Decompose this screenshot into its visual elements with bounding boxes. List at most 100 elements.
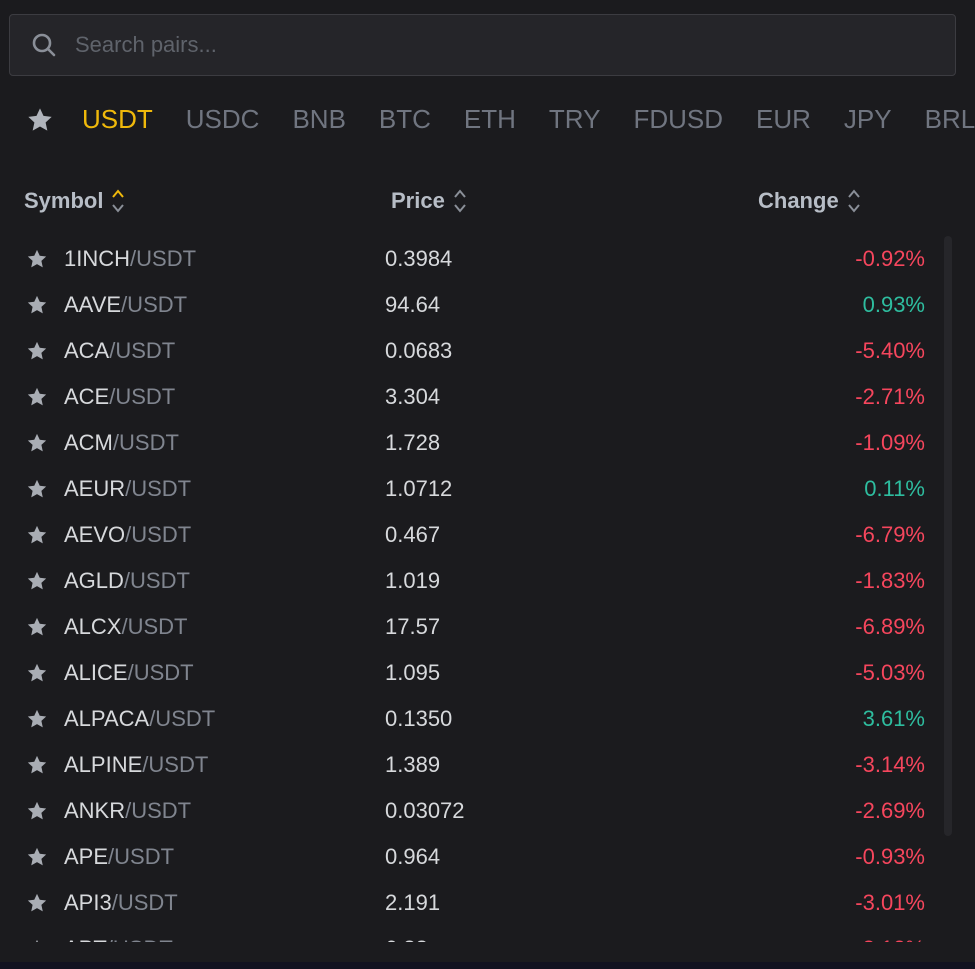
quote-asset: /USDT [121,614,188,639]
favorite-star-icon[interactable] [26,662,48,690]
favorite-star-icon[interactable] [26,248,48,276]
price-value: 1.019 [385,568,441,593]
pair-symbol: 1INCH/USDT [64,246,196,272]
change-header-label: Change [758,188,839,213]
table-row[interactable]: AEUR/USDT 1.0712 0.11% [0,466,940,512]
base-asset: ALPINE [64,752,143,777]
quote-asset: /USDT [109,338,176,363]
pair-symbol: ACE/USDT [64,384,175,410]
favorite-star-icon[interactable] [26,938,48,942]
price-value: 3.304 [385,384,441,409]
pair-symbol: API3/USDT [64,890,178,916]
quote-asset: /USDT [125,522,192,547]
price-column-header[interactable]: Price [391,188,467,214]
favorite-star-icon[interactable] [26,432,48,460]
change-value: -5.03% [855,660,925,685]
table-row[interactable]: ALPINE/USDT 1.389 -3.14% [0,742,940,788]
change-value: -5.40% [855,338,925,363]
table-row[interactable]: ALPACA/USDT 0.1350 3.61% [0,696,940,742]
tab-usdc[interactable]: USDC [185,104,260,134]
change-value: -6.89% [855,614,925,639]
price-value: 1.095 [385,660,441,685]
favorite-star-icon[interactable] [26,386,48,414]
pair-symbol: AAVE/USDT [64,292,187,318]
change-value: -2.69% [855,798,925,823]
table-row[interactable]: ANKR/USDT 0.03072 -2.69% [0,788,940,834]
search-input[interactable] [73,31,877,59]
tab-fdusd[interactable]: FDUSD [633,104,724,134]
favorite-star-icon[interactable] [26,800,48,828]
quote-asset: /USDT [107,936,173,942]
favorite-star-icon[interactable] [26,294,48,322]
favorite-star-icon[interactable] [26,754,48,782]
base-asset: APE [64,844,109,869]
tab-try[interactable]: TRY [548,104,601,134]
pair-symbol: AEUR/USDT [64,476,191,502]
table-row[interactable]: AEVO/USDT 0.467 -6.79% [0,512,940,558]
table-row[interactable]: 1INCH/USDT 0.3984 -0.92% [0,236,940,282]
favorites-tab[interactable] [26,106,54,134]
tab-brl[interactable]: BRL [924,104,975,134]
base-asset: AEUR [64,476,126,501]
price-value: 1.728 [385,430,441,455]
tab-eur[interactable]: EUR [756,104,811,134]
change-value: -1.09% [855,430,925,455]
change-value: 0.11% [864,476,925,501]
table-row[interactable]: AGLD/USDT 1.019 -1.83% [0,558,940,604]
tab-usdt[interactable]: USDT [82,104,153,134]
quote-asset: /USDT [111,890,178,915]
change-value: -6.79% [855,522,925,547]
table-row[interactable]: ACA/USDT 0.0683 -5.40% [0,328,940,374]
favorite-star-icon[interactable] [26,524,48,552]
tab-eth[interactable]: ETH [463,104,516,134]
quote-asset: /USDT [127,660,194,685]
change-column-header[interactable]: Change [758,188,861,214]
bottom-edge [0,962,975,969]
favorite-star-icon[interactable] [26,892,48,920]
table-row[interactable]: API3/USDT 2.191 -3.01% [0,880,940,926]
table-row[interactable]: ALCX/USDT 17.57 -6.89% [0,604,940,650]
change-value: 3.61% [862,706,925,731]
price-value: 0.964 [385,844,441,869]
table-row[interactable]: ALICE/USDT 1.095 -5.03% [0,650,940,696]
favorite-star-icon[interactable] [26,570,48,598]
tab-jpy[interactable]: JPY [843,104,892,134]
quote-asset: /USDT [125,476,192,501]
favorite-star-icon[interactable] [26,616,48,644]
tab-btc[interactable]: BTC [378,104,431,134]
price-header-label: Price [391,188,445,213]
favorite-star-icon[interactable] [26,478,48,506]
table-row[interactable]: AAVE/USDT 94.64 0.93% [0,282,940,328]
table-row[interactable]: APT/USDT 6.88 -3.12% [0,926,940,942]
price-value: 0.1350 [385,706,453,731]
favorite-star-icon[interactable] [26,708,48,736]
pair-symbol: ANKR/USDT [64,798,191,824]
change-value: -1.83% [855,568,925,593]
price-value: 0.0683 [385,338,453,363]
sort-icon [112,189,125,213]
favorite-star-icon[interactable] [26,846,48,874]
sort-icon [454,189,466,213]
base-asset: ANKR [64,798,126,823]
symbol-header-label: Symbol [24,188,104,213]
base-asset: APT [64,936,107,942]
table-row[interactable]: ACM/USDT 1.728 -1.09% [0,420,940,466]
favorite-star-icon[interactable] [26,340,48,368]
price-value: 1.0712 [385,476,453,501]
quote-tabs: USDT USDC BNB BTC ETH TRY FDUSD EUR JPY BRL [26,104,975,135]
search-bar[interactable] [9,14,956,76]
pair-symbol: ALCX/USDT [64,614,187,640]
base-asset: AGLD [64,568,124,593]
star-icon [28,107,52,131]
pairs-list: 1INCH/USDT 0.3984 -0.92% AAVE/USDT 94.64… [0,236,940,942]
change-value: -0.92% [855,246,925,271]
table-row[interactable]: ACE/USDT 3.304 -2.71% [0,374,940,420]
symbol-column-header[interactable]: Symbol [24,188,125,214]
change-value: -2.71% [855,384,925,409]
table-row[interactable]: APE/USDT 0.964 -0.93% [0,834,940,880]
scrollbar[interactable] [944,236,952,836]
base-asset: ALICE [64,660,128,685]
search-icon [32,33,56,57]
tab-bnb[interactable]: BNB [292,104,346,134]
price-value: 0.467 [385,522,441,547]
